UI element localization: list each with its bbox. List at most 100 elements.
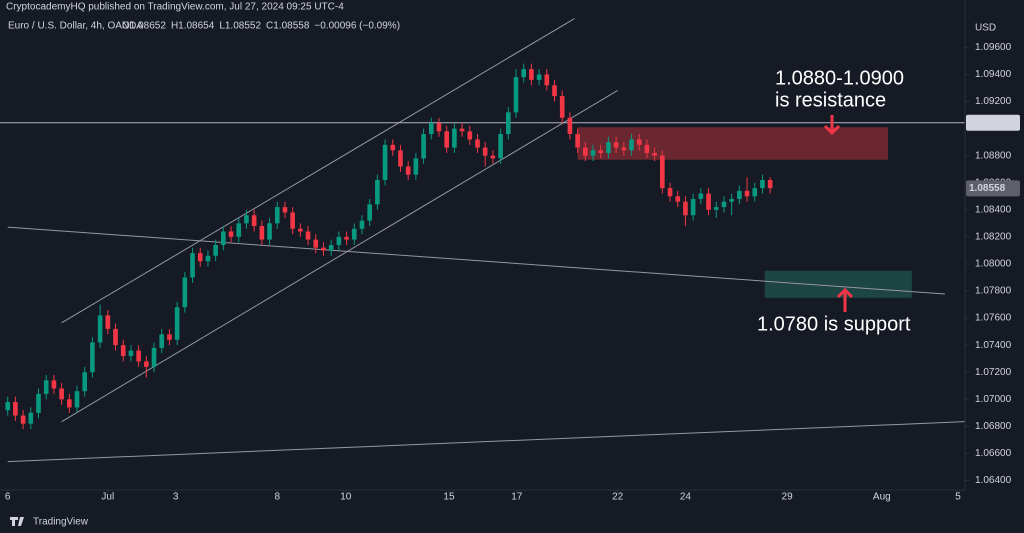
- candle-body: [97, 315, 103, 343]
- header-value: C1.08558: [266, 21, 310, 32]
- candle-body: [744, 190, 750, 197]
- candle-body: [598, 150, 604, 153]
- y-tick-label: 1.08200: [975, 232, 1012, 243]
- candle-body: [197, 253, 203, 262]
- x-tick-label: 5: [955, 492, 961, 503]
- y-tick-label: 1.08000: [975, 259, 1012, 270]
- candle-body: [298, 228, 303, 232]
- candle-body: [213, 245, 218, 256]
- x-tick-label: 17: [511, 492, 523, 503]
- candle-body: [629, 139, 634, 151]
- brand-logo: [10, 517, 24, 526]
- symbol: Euro / U.S. Dollar, 4h, OANDA: [8, 21, 143, 32]
- y-tick-label: 1.09400: [975, 69, 1012, 80]
- y-tick-label: 1.07600: [975, 313, 1012, 324]
- candle-body: [683, 201, 688, 216]
- candle-body: [767, 180, 773, 189]
- candle-body: [398, 150, 403, 167]
- candle-body: [305, 231, 311, 240]
- candle-body: [74, 391, 80, 408]
- candle-body: [636, 139, 642, 145]
- price-tag: [966, 180, 1020, 197]
- candle-body: [282, 207, 288, 213]
- candle-body: [690, 198, 696, 216]
- candle-body: [159, 334, 165, 348]
- candle-body: [482, 147, 488, 156]
- y-tick-label: 1.06600: [975, 448, 1012, 459]
- candle-body: [313, 239, 319, 248]
- x-tick-label: 22: [612, 492, 624, 503]
- candle-body: [606, 142, 611, 153]
- candle-body: [290, 212, 295, 229]
- candle-body: [452, 128, 457, 148]
- candle-body: [244, 215, 249, 224]
- header-value: −0.00096 (−0.09%): [314, 21, 400, 32]
- y-tick-label: 1.07000: [975, 394, 1012, 405]
- candle-body: [174, 307, 180, 340]
- y-tick-label: 1.09200: [975, 96, 1012, 107]
- candle-body: [498, 134, 503, 159]
- x-tick-label: 15: [443, 492, 455, 503]
- x-tick-label: 10: [340, 492, 352, 503]
- candle-body: [698, 193, 704, 199]
- trendline: [7, 226, 946, 295]
- candle-body: [583, 147, 588, 156]
- candle-body: [552, 85, 557, 97]
- candle-body: [475, 139, 480, 148]
- candle-body: [382, 144, 388, 181]
- candle-body: [274, 207, 280, 224]
- y-tick-label: 1.06400: [975, 475, 1012, 486]
- candle-body: [221, 231, 226, 245]
- brand: TradingView: [33, 517, 89, 528]
- candle-body: [336, 236, 342, 245]
- candle-body: [490, 155, 496, 159]
- candle-body: [737, 190, 742, 199]
- y-tick-label: 1.08400: [975, 204, 1012, 215]
- candle-body: [459, 128, 465, 132]
- header-value: H1.08654: [171, 21, 215, 32]
- x-tick-label: Jul: [101, 492, 114, 503]
- candle-body: [390, 144, 396, 151]
- candle-body: [113, 328, 118, 346]
- candle-body: [321, 247, 326, 251]
- candle-body: [36, 393, 41, 413]
- candle-body: [760, 180, 765, 189]
- zone: [764, 270, 912, 298]
- candle-body: [351, 228, 357, 240]
- candle-body: [190, 253, 195, 278]
- candle-body: [521, 69, 527, 78]
- candle-body: [367, 204, 372, 221]
- candle-body: [205, 255, 211, 262]
- candle-body: [151, 347, 157, 367]
- candle-body: [28, 412, 34, 424]
- y-tick-label: 1.07200: [975, 367, 1012, 378]
- annotation: 1.0880-1.0900: [775, 67, 904, 89]
- candle-body: [105, 315, 111, 329]
- price-tag-label: 1.08558: [969, 183, 1006, 194]
- price-tag: [966, 114, 1020, 131]
- currency-box: [966, 18, 1022, 38]
- candle-body: [13, 402, 18, 416]
- candle-body: [251, 215, 257, 227]
- candle-body: [706, 193, 711, 210]
- candle-body: [236, 223, 242, 237]
- candle-body: [375, 180, 380, 205]
- candle-body: [444, 131, 449, 148]
- candle-body: [228, 231, 234, 237]
- candle-body: [621, 147, 627, 151]
- candle-body: [421, 134, 426, 159]
- candle-body: [43, 380, 49, 394]
- candle-body: [344, 236, 349, 240]
- candle-body: [505, 112, 511, 135]
- arrows: [823, 115, 854, 312]
- candle-body: [667, 188, 673, 197]
- candle-body: [167, 334, 172, 340]
- candle-body: [259, 226, 265, 240]
- header-values: O1.08652 H1.08654 L1.08552 C1.08558 −0.00096…: [122, 21, 400, 32]
- plot-area: [0, 18, 966, 463]
- candle-body: [436, 123, 442, 132]
- y-tick-label: 1.08800: [975, 150, 1012, 161]
- arrow-up: [836, 287, 854, 312]
- candle-body: [721, 201, 727, 208]
